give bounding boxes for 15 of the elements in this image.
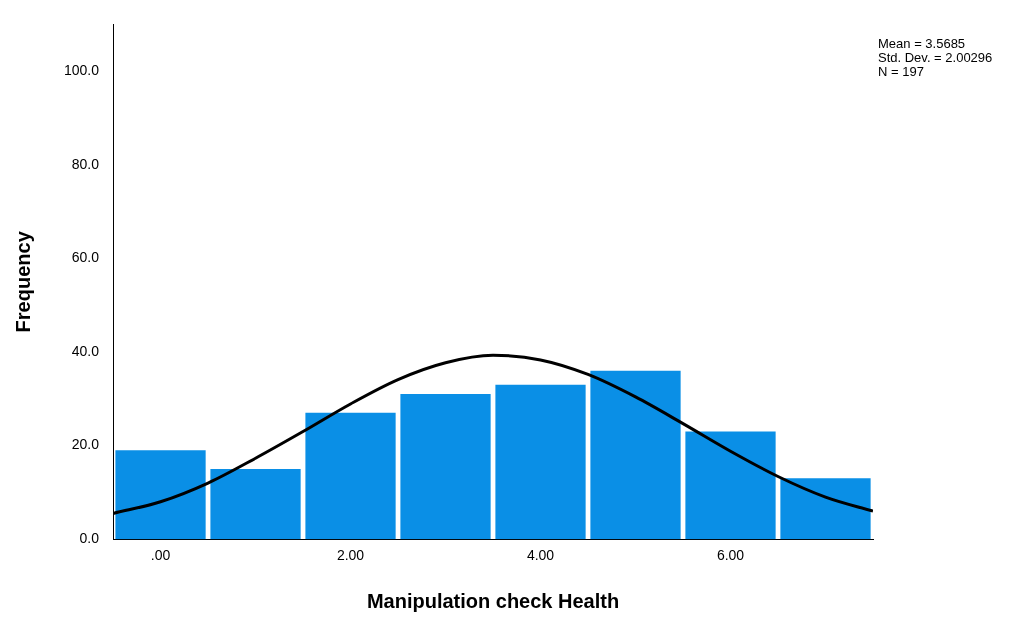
y-tick-label: 60.0 (71, 249, 100, 266)
x-tick-label: 6.00 (716, 547, 745, 564)
y-tick-label: 20.0 (71, 436, 100, 453)
y-axis-title: Frequency (11, 230, 34, 333)
x-tick-label: .00 (150, 547, 171, 564)
text: Std. Dev. = 2.00296 (878, 50, 993, 66)
y-tick-label: 40.0 (71, 342, 100, 359)
y-tick-label: 80.0 (71, 155, 100, 172)
text: Mean = 3.5685 (878, 36, 966, 52)
x-tick-label: 2.00 (336, 547, 365, 564)
y-tick-label: 100.0 (63, 62, 100, 79)
y-tick-label: 0.0 (79, 530, 100, 547)
x-tick-label: 4.00 (526, 547, 555, 564)
text: N = 197 (878, 64, 924, 80)
x-axis-title: Manipulation check Health (366, 589, 620, 612)
